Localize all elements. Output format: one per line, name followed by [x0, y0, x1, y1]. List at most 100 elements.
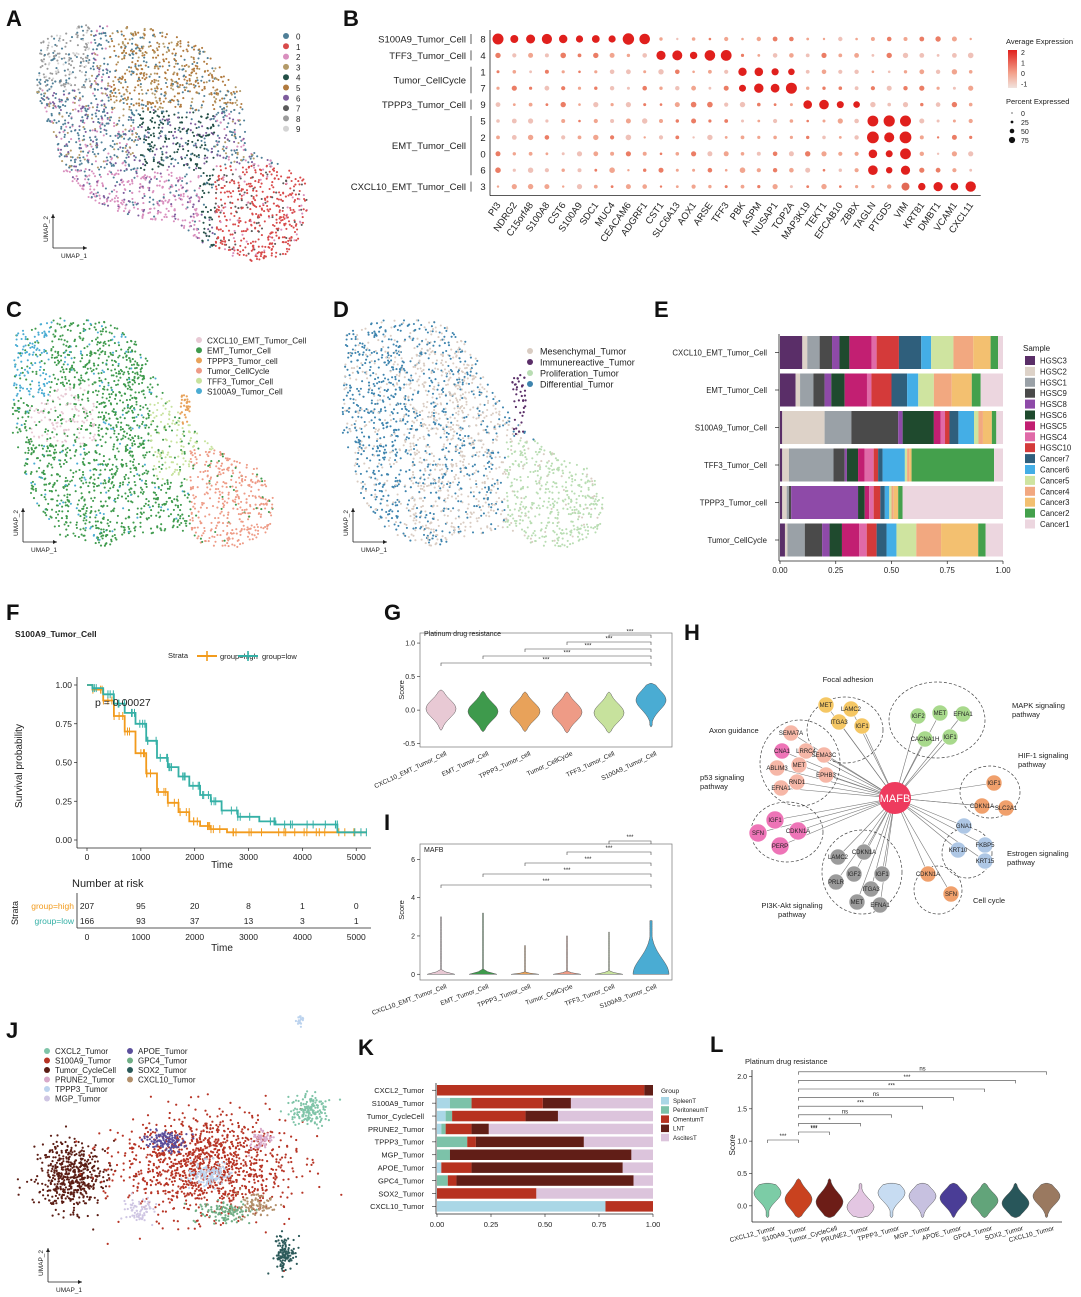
umap-cell-a — [275, 204, 278, 207]
umap-cell-a — [90, 82, 93, 86]
umap-cell-a — [257, 164, 260, 167]
umap-cell-a — [242, 193, 245, 196]
umap-cell-a — [66, 170, 69, 173]
umap-cell-c — [127, 437, 130, 440]
umap-cell-a — [92, 92, 95, 95]
umap-cell-c — [66, 451, 69, 454]
umap-cell-a — [137, 31, 140, 34]
umap-cell-c — [50, 490, 53, 493]
umap-cell-c — [23, 471, 27, 474]
umap-cell-a — [99, 130, 102, 134]
umap-cell-a — [116, 196, 119, 199]
umap-cell-a — [157, 126, 160, 129]
umap-cell-a — [181, 91, 184, 94]
umap-cell-c — [80, 374, 83, 377]
umap-cell-a — [198, 187, 201, 190]
umap-cell-c — [101, 381, 104, 384]
umap-cell-c — [16, 345, 19, 348]
umap-cell-c — [222, 529, 225, 532]
dot — [562, 185, 565, 188]
umap-cell-a — [180, 55, 183, 58]
umap-cell-a — [81, 187, 84, 190]
umap-cell-c — [160, 488, 163, 491]
umap-cell-c — [43, 445, 46, 448]
dot — [720, 50, 732, 61]
umap-cell-a — [165, 78, 169, 81]
dot — [773, 118, 778, 124]
umap-cell-c — [176, 468, 179, 472]
umap-cell-a — [292, 226, 295, 229]
umap-cell-a — [290, 225, 293, 228]
umap-cell-c — [137, 495, 140, 498]
umap-cell-c — [104, 326, 107, 329]
umap-cell-a — [140, 72, 143, 75]
umap-cell-c — [15, 383, 18, 386]
umap-cell-c — [39, 374, 42, 377]
umap-cell-c — [127, 351, 130, 354]
umap-cell-c — [114, 500, 117, 503]
umap-cell-a — [185, 116, 188, 119]
umap-cell-a — [106, 25, 109, 28]
legend-dot-cluster-1 — [283, 43, 289, 50]
dot — [510, 35, 519, 43]
umap-cell-a — [191, 71, 194, 74]
umap-cell-c — [112, 475, 115, 478]
umap-cell-a — [137, 102, 141, 105]
umap-cell-a — [257, 251, 260, 254]
umap-cell-a — [266, 200, 269, 203]
umap-cell-a — [238, 253, 241, 256]
umap-cell-c — [189, 508, 192, 511]
umap-cell-c — [254, 529, 257, 532]
umap-cell-a — [62, 83, 65, 87]
umap-cell-a — [113, 122, 116, 125]
umap-cell-a — [219, 191, 222, 194]
umap-cell-c — [182, 430, 185, 433]
umap-cell-c — [77, 535, 80, 539]
umap-cell-c — [239, 506, 242, 509]
umap-cell-a — [172, 134, 175, 137]
dot — [919, 85, 925, 91]
umap-cell-c — [87, 384, 90, 387]
umap-cell-a — [72, 101, 75, 104]
umap-cell-a — [176, 141, 179, 145]
umap-cell-a — [43, 53, 46, 56]
umap-cell-c — [101, 411, 104, 414]
dot — [643, 70, 647, 74]
umap-cell-a — [138, 98, 141, 101]
umap-cell-a — [300, 223, 303, 226]
umap-cell-a — [250, 224, 253, 227]
dot — [724, 36, 729, 42]
umap-cell-c — [136, 373, 139, 376]
umap-cell-c — [260, 496, 263, 499]
umap-cell-c — [179, 515, 182, 518]
umap-cell-a — [116, 209, 119, 212]
umap-cell-a — [289, 208, 292, 212]
umap-cell-a — [76, 31, 79, 34]
umap-cell-a — [90, 30, 93, 33]
umap-cell-c — [134, 350, 137, 353]
umap-cell-c — [176, 428, 179, 432]
umap-cell-a — [222, 156, 225, 159]
umap-cell-a — [115, 63, 118, 66]
umap-cell-c — [144, 454, 147, 457]
umap-cell-a — [63, 133, 66, 136]
umap-cell-a — [255, 212, 258, 216]
umap-cell-a — [99, 175, 102, 178]
umap-cell-a — [92, 61, 95, 64]
umap-cell-a — [44, 106, 47, 109]
umap-cell-a — [43, 95, 46, 98]
umap-cell-a — [208, 79, 211, 82]
umap-cell-a — [168, 198, 171, 201]
umap-cell-c — [81, 495, 84, 499]
umap-cell-a — [130, 66, 133, 69]
umap-cell-c — [62, 363, 65, 366]
umap-cell-a — [193, 220, 197, 223]
umap-cell-a — [116, 199, 119, 203]
umap-cell-c — [217, 473, 220, 476]
umap-cell-a — [223, 128, 226, 131]
umap-cell-a — [137, 126, 140, 129]
umap-cell-c — [33, 462, 36, 465]
umap-cell-a — [49, 87, 52, 90]
umap-cell-c — [204, 469, 207, 473]
umap-cell-a — [265, 165, 268, 168]
